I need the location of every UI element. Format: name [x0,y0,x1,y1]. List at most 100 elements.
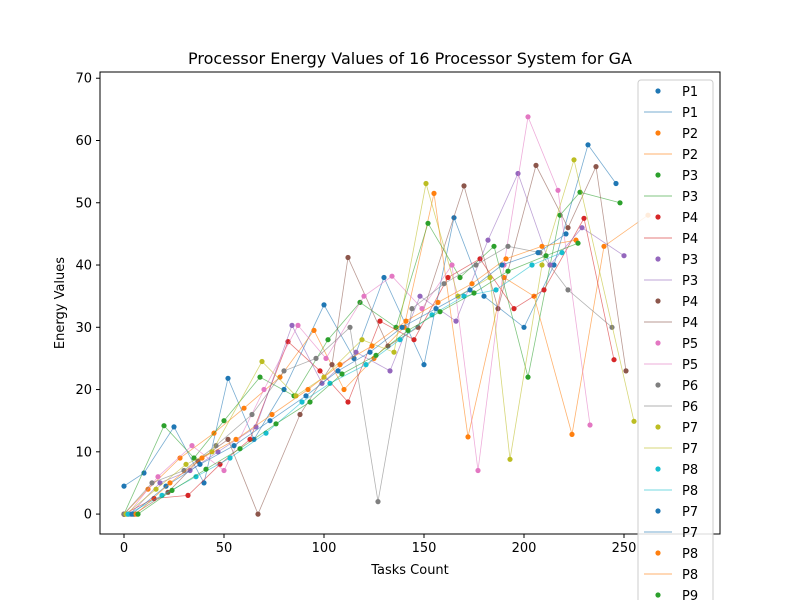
data-point [125,511,131,517]
data-point [161,423,167,429]
data-point [393,324,399,330]
series-p7-10 [129,231,569,517]
data-point [525,374,531,380]
data-point [397,337,403,343]
data-point [261,386,267,393]
data-point [415,324,421,330]
data-point [375,499,381,505]
data-point [493,287,499,293]
data-point [345,254,351,261]
data-point [433,306,439,312]
legend-label: P2 [682,148,698,163]
data-point [167,480,173,486]
series-line [125,158,635,515]
x-axis-label: Tasks Count [370,563,449,578]
data-point [563,231,569,237]
data-point [313,355,319,361]
data-point [419,306,425,312]
data-point [525,114,531,120]
plot-frame [99,71,721,535]
data-point [565,225,571,231]
legend-marker [655,466,661,472]
data-point [571,157,577,163]
data-point [453,318,459,324]
data-point [623,368,629,374]
legend-label: P4 [682,295,698,310]
data-point [273,421,279,427]
data-point [203,466,209,472]
y-tick-label: 50 [75,196,92,211]
data-point [539,262,545,268]
data-point [381,274,387,281]
y-axis: 0 10 20 30 40 50 60 70 [75,72,100,523]
data-point [215,449,221,455]
data-point [337,362,343,368]
legend-label: P3 [682,190,698,205]
data-point [177,455,183,461]
data-point [417,293,423,299]
data-point [171,424,177,430]
data-point [253,424,259,430]
data-point [307,399,313,405]
data-point [473,262,479,268]
data-point [399,324,405,330]
legend-marker [655,256,661,262]
data-point [487,274,493,281]
data-point [363,362,369,368]
data-point [321,302,327,308]
y-tick-label: 70 [75,72,92,87]
legend-marker [655,130,661,136]
data-point [231,443,237,449]
data-point [481,293,487,299]
legend-label: P8 [682,463,698,478]
data-point [345,399,351,405]
legend-box [637,79,714,604]
y-axis-label: Energy Values [53,257,68,349]
data-point [257,374,263,380]
data-point [141,470,147,476]
data-point [421,362,427,368]
data-point [609,324,615,330]
data-point [193,474,199,480]
legend-label: P8 [682,484,698,499]
legend-label: P4 [682,232,698,247]
data-point [581,215,587,221]
data-point [237,446,243,452]
legend-label: P7 [682,421,698,436]
data-point [495,306,501,312]
data-point [503,256,509,262]
data-point [423,180,429,187]
data-point [391,349,397,355]
x-tick-label: 50 [216,541,233,556]
legend-label: P8 [682,568,698,583]
data-point [535,250,541,256]
plot-area [121,114,651,517]
data-point [335,368,341,374]
data-point [429,312,435,318]
data-point [585,142,591,148]
legend-label: P1 [682,85,698,100]
legend-label: P2 [682,127,698,142]
series-line [127,115,591,515]
series-line [123,191,621,515]
series-p1-0 [121,142,619,489]
data-point [511,306,517,312]
data-point [361,293,367,299]
data-point [227,455,233,461]
legend-marker [655,172,661,178]
x-tick-label: 150 [412,541,437,556]
legend-label: P7 [682,505,698,520]
chart-title: Processor Energy Values of 16 Processor … [188,49,632,68]
legend-label: P1 [682,106,698,121]
legend-marker [655,298,661,304]
series-line [137,242,579,515]
legend-label: P3 [682,253,698,268]
data-point [485,237,491,243]
data-point [441,281,447,287]
data-point [359,337,365,343]
data-point [575,240,581,246]
data-point [457,274,463,281]
data-point [551,262,557,268]
data-point [445,274,451,281]
